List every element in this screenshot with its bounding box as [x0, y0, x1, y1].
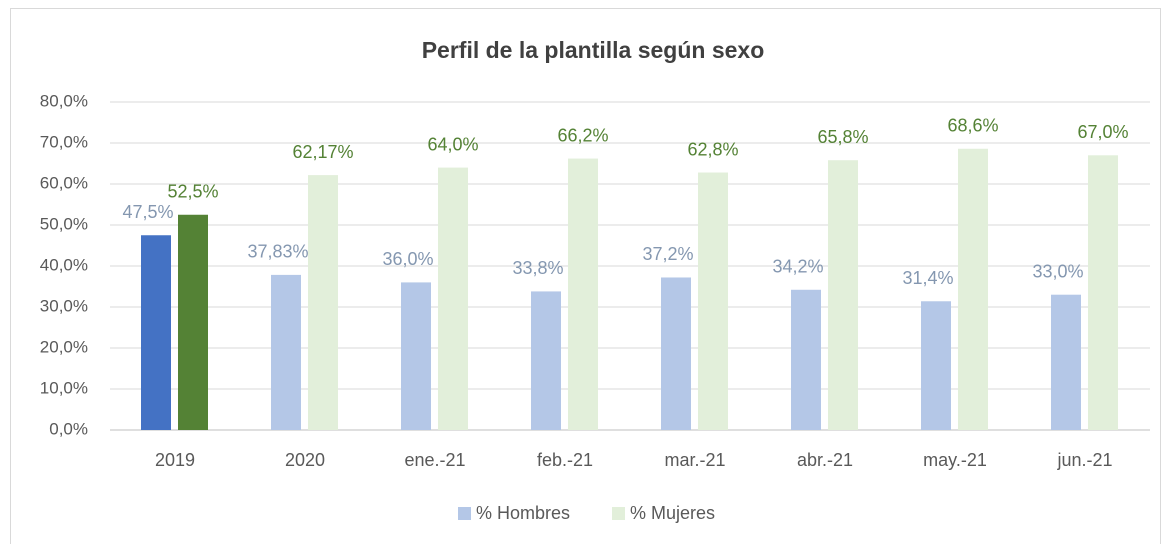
- value-label: 47,5%: [122, 202, 173, 222]
- bar: [828, 160, 858, 430]
- value-label: 66,2%: [557, 125, 608, 145]
- bar: [661, 277, 691, 430]
- bar: [401, 282, 431, 430]
- x-tick-label: mar.-21: [664, 450, 725, 470]
- value-label: 34,2%: [772, 257, 823, 277]
- bar: [791, 289, 821, 430]
- bar: [1051, 294, 1081, 430]
- x-tick-label: may.-21: [923, 450, 987, 470]
- legend-label: % Mujeres: [630, 503, 715, 523]
- y-tick-label: 0,0%: [49, 419, 88, 438]
- bar: [958, 148, 988, 431]
- value-label: 65,8%: [817, 127, 868, 147]
- x-tick-label: ene.-21: [404, 450, 465, 470]
- bar: [698, 172, 728, 430]
- bar: [531, 291, 561, 430]
- x-tick-label: 2020: [285, 450, 325, 470]
- bar: [921, 301, 951, 430]
- y-tick-label: 30,0%: [40, 296, 88, 315]
- bar: [438, 167, 468, 430]
- y-tick-label: 80,0%: [40, 91, 88, 110]
- y-tick-label: 60,0%: [40, 173, 88, 192]
- y-tick-label: 20,0%: [40, 337, 88, 356]
- value-label: 36,0%: [382, 249, 433, 269]
- value-label: 52,5%: [167, 182, 218, 202]
- bar: [141, 235, 171, 430]
- bar: [308, 175, 338, 430]
- value-label: 67,0%: [1077, 122, 1128, 142]
- bar: [271, 274, 301, 430]
- legend-swatch: [612, 507, 625, 520]
- value-label: 62,8%: [687, 139, 738, 159]
- y-tick-label: 70,0%: [40, 132, 88, 151]
- value-label: 68,6%: [947, 115, 998, 135]
- value-label: 33,8%: [512, 258, 563, 278]
- value-label: 37,2%: [642, 244, 693, 264]
- value-label: 64,0%: [427, 134, 478, 154]
- x-tick-label: jun.-21: [1056, 450, 1112, 470]
- x-tick-label: 2019: [155, 450, 195, 470]
- x-tick-label: feb.-21: [537, 450, 593, 470]
- value-label: 62,17%: [292, 142, 353, 162]
- y-tick-label: 40,0%: [40, 255, 88, 274]
- bar: [178, 214, 208, 430]
- y-tick-label: 50,0%: [40, 214, 88, 233]
- value-label: 37,83%: [247, 242, 308, 262]
- value-label: 31,4%: [902, 268, 953, 288]
- legend-swatch: [458, 507, 471, 520]
- value-label: 33,0%: [1032, 261, 1083, 281]
- y-tick-label: 10,0%: [40, 378, 88, 397]
- chart-title: Perfil de la plantilla según sexo: [422, 37, 765, 63]
- bar: [1088, 155, 1118, 431]
- bar: [568, 158, 598, 430]
- legend-label: % Hombres: [476, 503, 570, 523]
- x-tick-label: abr.-21: [797, 450, 853, 470]
